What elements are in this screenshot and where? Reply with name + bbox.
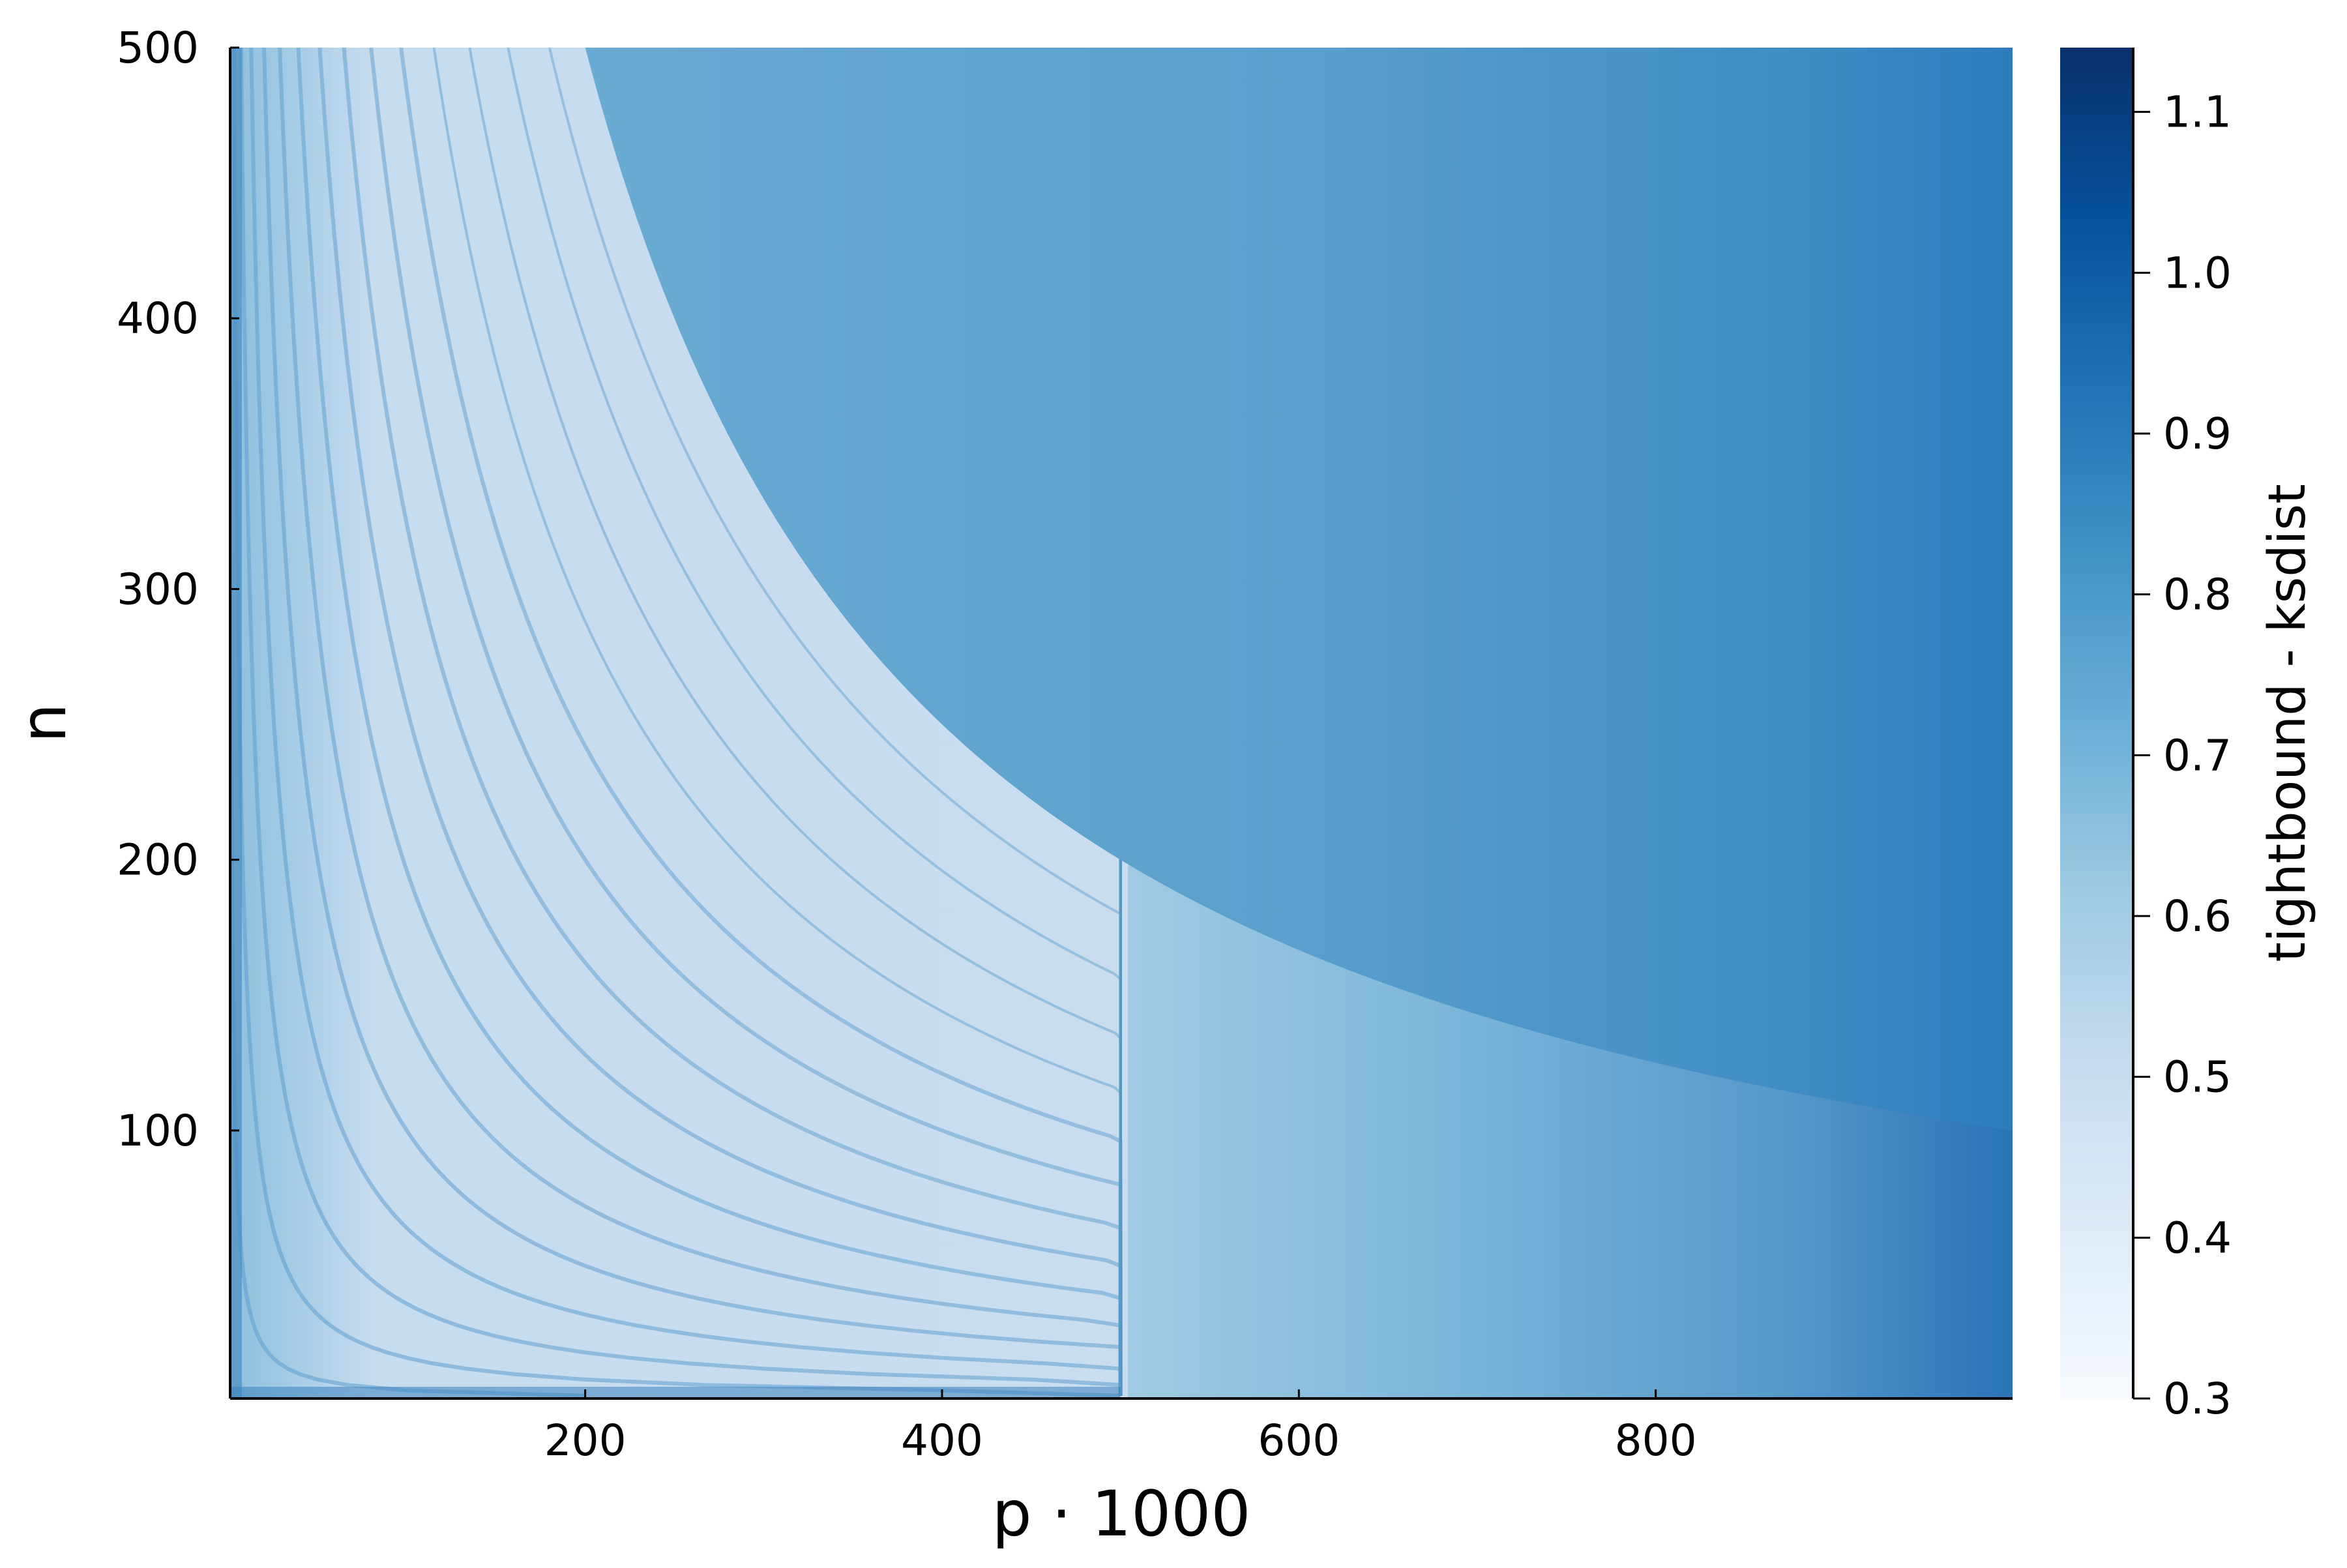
colorbar-gradient (2060, 48, 2132, 1398)
colorbar-label: tightbound - ksdist (2258, 484, 2317, 962)
y-tick-label: 500 (117, 23, 199, 73)
x-tick-label: 600 (1258, 1415, 1340, 1466)
x-tick-label: 200 (544, 1415, 627, 1466)
y-tick-label: 200 (117, 835, 199, 885)
y-tick-label: 100 (117, 1106, 199, 1156)
x-axis-ticks: 200 400 600 800 (544, 1389, 1697, 1466)
colorbar: 0.3 0.4 0.5 0.6 0.7 0.8 0.9 1.0 1.1 tightbound -… (2060, 48, 2317, 1424)
plot-area (230, 48, 2013, 1398)
x-tick-label: 800 (1615, 1415, 1697, 1466)
colorbar-ticks: 0.3 0.4 0.5 0.6 0.7 0.8 0.9 1.0 1.1 (2133, 87, 2232, 1424)
colorbar-tick-label: 0.6 (2163, 891, 2232, 941)
colorbar-tick-label: 1.1 (2163, 87, 2232, 138)
heatmap-region-upper (585, 48, 2013, 1131)
colorbar-tick-label: 0.8 (2163, 570, 2232, 620)
y-axis-ticks: 100 200 300 400 500 (117, 23, 239, 1156)
colorbar-tick-label: 0.3 (2163, 1374, 2232, 1424)
colorbar-tick-label: 0.5 (2163, 1052, 2232, 1102)
y-tick-label: 400 (117, 293, 199, 344)
colorbar-tick-label: 1.0 (2163, 248, 2232, 298)
y-tick-label: 300 (117, 564, 199, 614)
axes (229, 48, 2013, 1400)
colorbar-tick-label: 0.9 (2163, 409, 2232, 459)
x-axis-label: p · 1000 (992, 1477, 1251, 1550)
y-axis-label: n (7, 703, 80, 743)
x-tick-label: 400 (901, 1415, 983, 1466)
colorbar-tick-label: 0.4 (2163, 1213, 2232, 1263)
colorbar-tick-label: 0.7 (2163, 730, 2232, 780)
